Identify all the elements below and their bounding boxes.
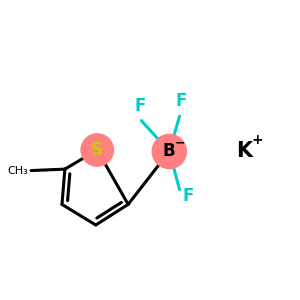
Text: B: B <box>162 142 175 160</box>
Circle shape <box>81 134 113 166</box>
Text: S: S <box>91 141 103 159</box>
Text: F: F <box>182 187 194 205</box>
Text: −: − <box>174 137 185 150</box>
Text: CH₃: CH₃ <box>8 166 28 176</box>
Text: +: + <box>252 133 263 147</box>
Circle shape <box>152 134 186 169</box>
Text: F: F <box>176 92 187 110</box>
Text: F: F <box>134 97 146 115</box>
Text: K: K <box>236 142 252 161</box>
